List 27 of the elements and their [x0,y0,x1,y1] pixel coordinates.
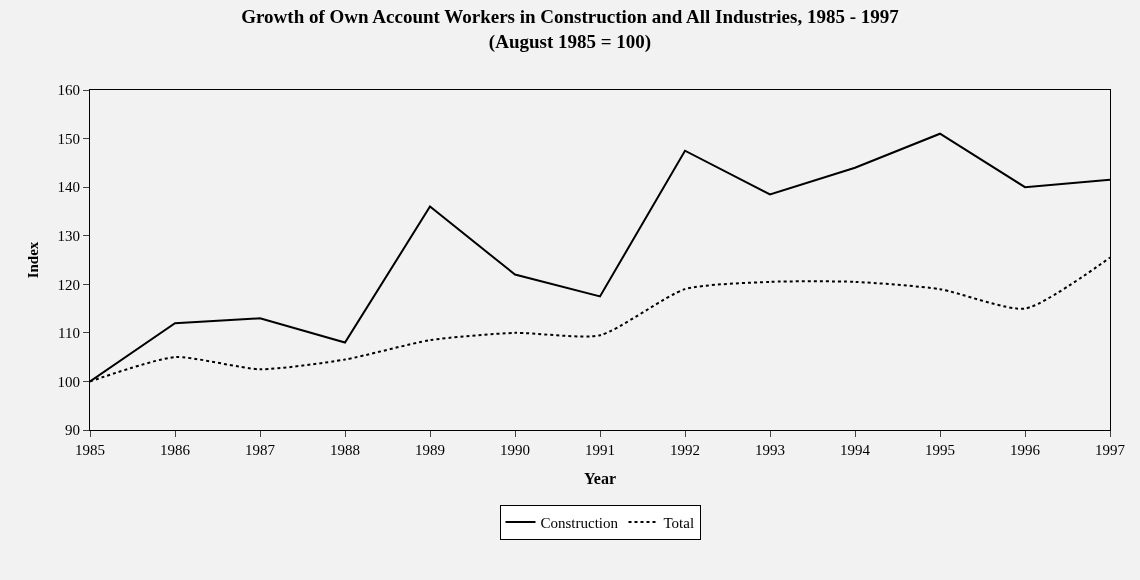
x-tick-label: 1995 [925,442,955,458]
x-tick-label: 1991 [585,442,615,458]
x-tick-label: 1996 [1010,442,1041,458]
y-tick-label: 110 [58,325,80,342]
x-tick-label: 1994 [840,442,871,458]
x-tick-label: 1988 [330,442,360,458]
chart-title: Growth of Own Account Workers in Construction and All Industries, 1985 - 1997 [241,6,900,28]
x-tick-label: 1992 [670,442,700,458]
y-tick-label: 90 [65,422,80,439]
x-tick-label: 1989 [415,442,445,458]
y-tick-label: 120 [57,276,80,293]
x-tick-label: 1990 [500,442,530,458]
x-tick-label: 1985 [75,442,105,458]
y-tick-label: 150 [57,130,80,147]
legend-label: Construction [540,514,619,531]
x-tick-label: 1993 [755,442,785,458]
y-tick-label: 160 [57,82,80,99]
y-tick-label: 100 [57,373,80,390]
x-tick-label: 1997 [1095,442,1126,458]
x-tick-label: 1986 [160,442,191,458]
x-axis-title: Year [584,469,616,487]
y-tick-label: 130 [57,227,80,244]
chart-subtitle: (August 1985 = 100) [488,30,652,53]
y-tick-label: 140 [57,179,80,196]
x-tick-label: 1987 [245,442,276,458]
y-axis-title: Index [24,241,41,279]
legend-label: Total [663,514,695,531]
